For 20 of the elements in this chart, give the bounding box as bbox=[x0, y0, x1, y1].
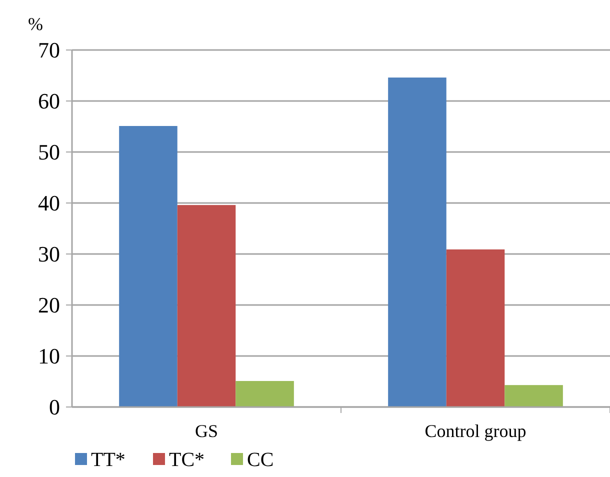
legend-label: TT* bbox=[91, 449, 126, 471]
bar bbox=[388, 78, 446, 407]
y-tick-label: 0 bbox=[49, 394, 60, 420]
y-axis-title: % bbox=[28, 14, 43, 34]
x-tick-label: GS bbox=[194, 421, 218, 441]
bar bbox=[504, 385, 563, 407]
y-tick-label: 10 bbox=[38, 344, 60, 369]
bar bbox=[177, 205, 236, 407]
bar bbox=[446, 249, 505, 407]
legend-label: TC* bbox=[169, 449, 205, 471]
bar bbox=[236, 380, 294, 407]
x-tick-label: Control group bbox=[424, 421, 526, 441]
y-tick-label: 70 bbox=[38, 38, 60, 63]
y-tick-label: 40 bbox=[38, 190, 60, 216]
legend-label: CC bbox=[247, 449, 274, 471]
y-tick-label: 20 bbox=[38, 292, 60, 318]
y-tick-label: 50 bbox=[38, 140, 60, 165]
y-tick-label: 60 bbox=[38, 88, 60, 114]
bar bbox=[119, 126, 178, 407]
y-tick-label: 30 bbox=[38, 242, 60, 267]
